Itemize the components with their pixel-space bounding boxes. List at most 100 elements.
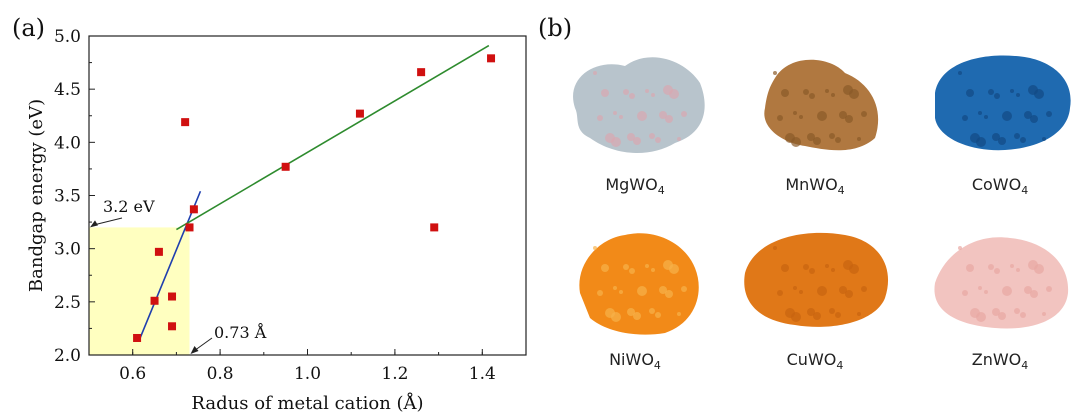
- powder-grain: [1010, 89, 1014, 93]
- x-tick-label: 0.6: [119, 364, 146, 384]
- powder-grain: [665, 290, 673, 298]
- powder-grain: [813, 312, 821, 320]
- compound-name: NiWO: [609, 350, 654, 369]
- powder-grain: [803, 264, 809, 270]
- powder-grain: [605, 133, 615, 143]
- y-tick-label: 2.5: [54, 293, 81, 313]
- powder-grain: [793, 111, 797, 115]
- powder-grain: [988, 89, 994, 95]
- panel-label-b: (b): [538, 14, 573, 42]
- powder-grain: [1002, 111, 1012, 121]
- powder-grain: [655, 137, 661, 143]
- powder-grain: [655, 312, 661, 318]
- powder-grain: [962, 290, 968, 296]
- powder-grain: [613, 286, 617, 290]
- powder-grain: [809, 268, 815, 274]
- x-axis-label: Radus of metal cation (Å): [191, 392, 423, 414]
- powder-grain: [601, 264, 609, 272]
- sample-cuwo4: CuWO4: [735, 213, 895, 383]
- compound-subscript: 4: [837, 184, 845, 197]
- powder-grain: [605, 308, 615, 318]
- y-tick-label: 4.5: [54, 80, 81, 100]
- bandgap-chart: 0.6 0.8 1.0 1.2 1.4 2.0 2.5 3.0 3.5 4.0 4.5 5.0 Radu…: [26, 27, 527, 414]
- powder-grain: [777, 115, 783, 121]
- powder-grain: [970, 133, 980, 143]
- powder-grain: [619, 290, 623, 294]
- powder-grain: [978, 286, 982, 290]
- powder-grain: [962, 115, 968, 121]
- powder-grain: [677, 312, 681, 316]
- powder-grain: [1046, 286, 1052, 292]
- powder-grain: [637, 286, 647, 296]
- data-point: [417, 68, 426, 77]
- data-point: [189, 205, 198, 214]
- powder-shape: [935, 55, 1071, 151]
- powder-grain: [623, 264, 629, 270]
- powder-grain: [659, 286, 667, 294]
- powder-grain: [781, 89, 789, 97]
- powder-grain: [817, 286, 827, 296]
- sample-cowo4: CoWO4: [920, 38, 1080, 208]
- powder-grain: [645, 264, 649, 268]
- y-axis-label: Bandgap energy (eV): [26, 99, 47, 292]
- sample-label: NiWO4: [555, 350, 715, 372]
- fit-line-steep: [138, 190, 202, 341]
- powder-image: [764, 59, 879, 151]
- powder-grain: [831, 268, 835, 272]
- powder-grain: [829, 133, 835, 139]
- compound-subscript: 4: [1021, 184, 1029, 197]
- sample-label: CuWO4: [735, 350, 895, 372]
- powder-grain: [651, 268, 655, 272]
- powder-grain: [966, 264, 974, 272]
- compound-subscript: 4: [836, 359, 844, 372]
- highlight-region: [89, 227, 190, 355]
- compound-name: MnWO: [785, 175, 838, 194]
- powder-grain: [861, 286, 867, 292]
- powder-grain: [807, 133, 815, 141]
- powder-grain: [1024, 111, 1032, 119]
- powder-grain: [813, 137, 821, 145]
- data-point: [181, 118, 190, 127]
- powder-grain: [958, 71, 962, 75]
- powder-grain: [845, 115, 853, 123]
- powder-grain: [681, 111, 687, 117]
- data-point: [168, 292, 177, 301]
- data-point: [150, 296, 159, 305]
- powder-grain: [992, 133, 1000, 141]
- powder-image: [573, 57, 705, 154]
- powder-grain: [970, 308, 980, 318]
- powder-grain: [633, 312, 641, 320]
- powder-grain: [593, 71, 597, 75]
- powder-grain: [835, 137, 841, 143]
- powder-grain: [1020, 312, 1026, 318]
- sample-photos: MgWO4 MnWO4 CoWO4 NiWO4 CuWO4 ZnWO4: [545, 38, 1075, 408]
- powder-grain: [1028, 260, 1038, 270]
- powder-grain: [857, 137, 861, 141]
- powder-grain: [839, 286, 847, 294]
- powder-image: [579, 233, 699, 335]
- powder-shape: [573, 57, 705, 154]
- powder-grain: [1020, 137, 1026, 143]
- powder-grain: [1030, 115, 1038, 123]
- powder-grain: [619, 115, 623, 119]
- powder-grain: [1042, 312, 1046, 316]
- x-tick-label: 0.8: [207, 364, 234, 384]
- powder-grain: [845, 290, 853, 298]
- powder-grain: [1016, 93, 1020, 97]
- powder-image: [744, 232, 889, 327]
- powder-grain: [629, 268, 635, 274]
- sample-mnwo4: MnWO4: [735, 38, 895, 208]
- powder-grain: [785, 308, 795, 318]
- sample-label: ZnWO4: [920, 350, 1080, 372]
- y-tick-label: 3.0: [54, 240, 81, 260]
- powder-grain: [1010, 264, 1014, 268]
- powder-grain: [773, 246, 777, 250]
- sample-znwo4: ZnWO4: [920, 213, 1080, 383]
- powder-grain: [597, 115, 603, 121]
- y-tick-label: 4.0: [54, 133, 81, 153]
- powder-grain: [593, 246, 597, 250]
- powder-grain: [663, 85, 673, 95]
- x-tick-label: 1.0: [294, 364, 321, 384]
- powder-grain: [839, 111, 847, 119]
